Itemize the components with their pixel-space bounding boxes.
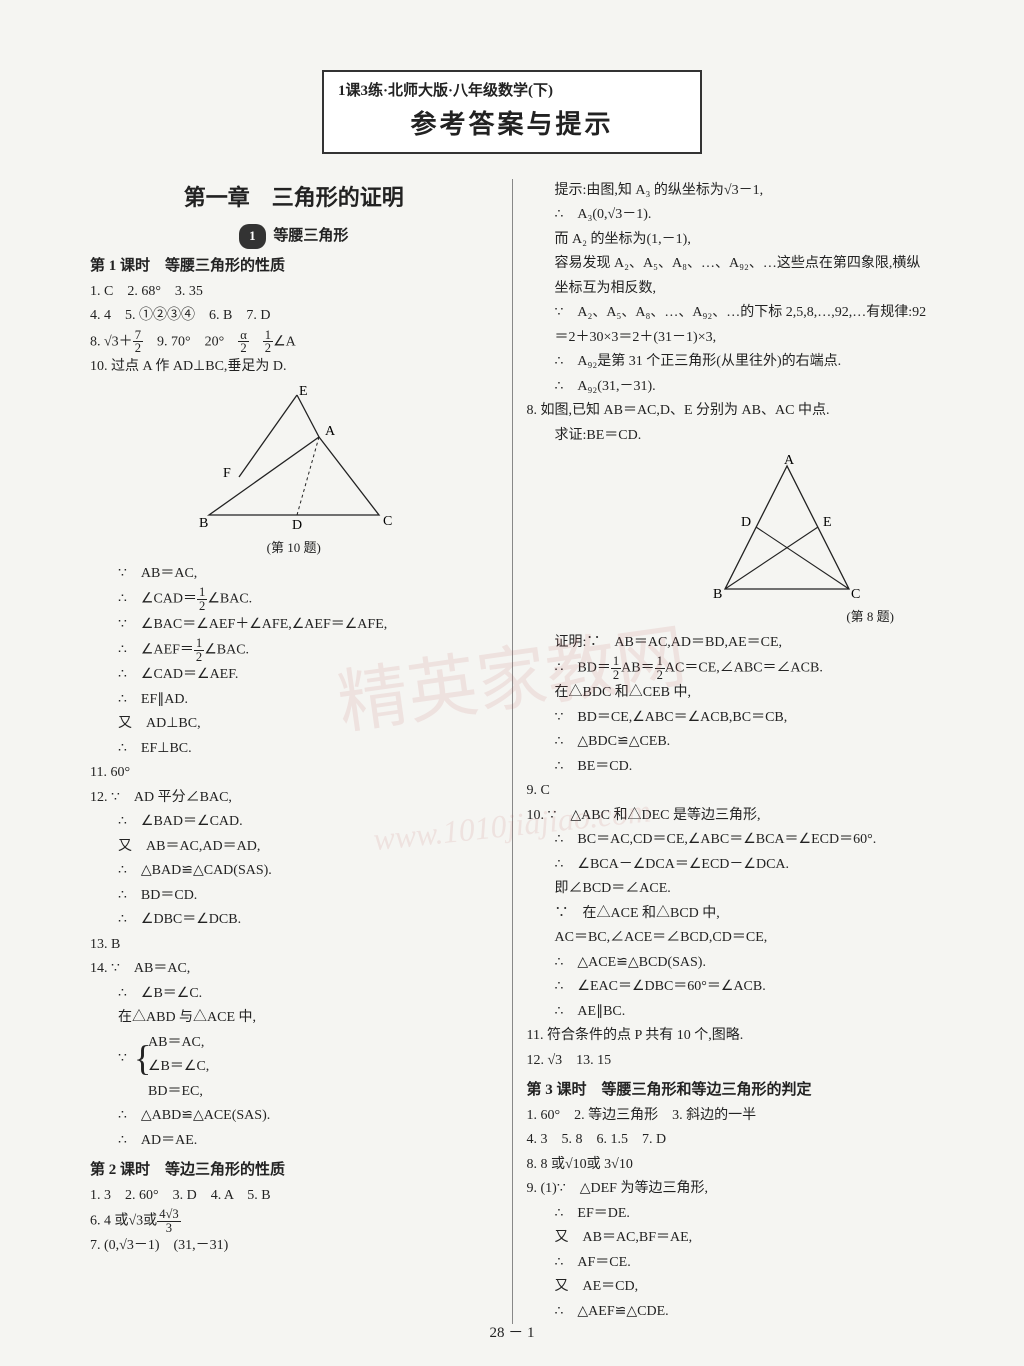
- svg-text:F: F: [223, 466, 231, 481]
- answer-line: 1. 60° 2. 等边三角形 3. 斜边的一半: [527, 1104, 935, 1129]
- answer-line: 1. C 2. 68° 3. 35: [90, 280, 498, 305]
- lesson2-title: 第 2 课时 等边三角形的性质: [90, 1157, 498, 1183]
- answer-line: 1. 3 2. 60° 3. D 4. A 5. B: [90, 1184, 498, 1209]
- title-box: 1课3练·北师大版·八年级数学(下) 参考答案与提示: [322, 70, 702, 154]
- proof-line: ∴ AD＝AE.: [90, 1129, 498, 1154]
- svg-text:A: A: [325, 424, 336, 439]
- figure-q8: A D E B C: [697, 454, 877, 604]
- proof-line: 14. ∵ AB＝AC,: [90, 957, 498, 982]
- svg-text:E: E: [823, 515, 832, 530]
- proof-line: ∴ △BAD≌△CAD(SAS).: [90, 859, 498, 884]
- proof-line: ∴ △AEF≌△CDE.: [527, 1300, 935, 1325]
- answer-line: 12. √3 13. 15: [527, 1049, 935, 1074]
- proof-line: 10. ∵ △ABC 和△DEC 是等边三角形,: [527, 804, 935, 829]
- main-title: 参考答案与提示: [338, 105, 686, 144]
- proof-line: 又 AD⊥BC,: [90, 712, 498, 737]
- chapter-title: 第一章 三角形的证明: [90, 179, 498, 218]
- proof-line: ∴ AE∥BC.: [527, 1000, 935, 1025]
- svg-text:B: B: [713, 587, 722, 602]
- proof-line: ∴ ∠BCA－∠DCA＝∠ECD－∠DCA.: [527, 853, 935, 878]
- left-column: 第一章 三角形的证明 1 等腰三角形 第 1 课时 等腰三角形的性质 1. C …: [90, 179, 512, 1325]
- answer-line: 7. (0,√3－1) (31,－31): [90, 1234, 498, 1259]
- proof-line: 8. 如图,已知 AB＝AC,D、E 分别为 AB、AC 中点.: [527, 399, 935, 424]
- svg-text:A: A: [784, 454, 795, 468]
- proof-line: 又 AE＝CD,: [527, 1275, 935, 1300]
- proof-line: ∴ ∠CAD＝12∠BAC.: [90, 586, 498, 612]
- section-heading: 1 等腰三角形: [90, 223, 498, 249]
- hint-line: 而 A₂ 的坐标为(1,－1),: [527, 228, 935, 253]
- proof-line: ∴ EF⊥BC.: [90, 737, 498, 762]
- hint-line: 容易发现 A₂、A₅、A₈、…、A₉₂、…这些点在第四象限,横纵坐标互为相反数,: [527, 252, 935, 301]
- proof-line: 又 AB＝AC,AD＝AD,: [90, 835, 498, 860]
- proof-line: 即∠BCD＝∠ACE.: [527, 877, 935, 902]
- answer-line: 13. B: [90, 933, 498, 958]
- lesson3-title: 第 3 课时 等腰三角形和等边三角形的判定: [527, 1077, 935, 1103]
- figure-caption: (第 10 题): [90, 537, 498, 560]
- proof-line: ∴ BE＝CD.: [527, 755, 935, 780]
- proof-line: ∴ EF＝DE.: [527, 1202, 935, 1227]
- hint-line: ∵ A₂、A₅、A₈、…、A₉₂、…的下标 2,5,8,…,92,…有规律:92…: [527, 301, 935, 350]
- proof-line: 证明:∵ AB＝AC,AD＝BD,AE＝CE,: [527, 631, 935, 656]
- proof-line: ∵ BD＝CE,∠ABC＝∠ACB,BC＝CB,: [527, 706, 935, 731]
- proof-line: ∵ 在△ACE 和△BCD 中,: [527, 902, 935, 927]
- proof-line: 9. (1)∵ △DEF 为等边三角形,: [527, 1177, 935, 1202]
- proof-line: 求证:BE＝CD.: [527, 424, 935, 449]
- proof-line: ∵ ∠BAC＝∠AEF＋∠AFE,∠AEF＝∠AFE,: [90, 613, 498, 638]
- answer-line: 4. 3 5. 8 6. 1.5 7. D: [527, 1128, 935, 1153]
- proof-line: ∴ △ACE≌△BCD(SAS).: [527, 951, 935, 976]
- hint-line: ∴ A₉₂(31,－31).: [527, 375, 935, 400]
- title-subline: 1课3练·北师大版·八年级数学(下): [338, 80, 686, 103]
- proof-line: ∴ EF∥AD.: [90, 688, 498, 713]
- proof-line: 又 AB＝AC,BF＝AE,: [527, 1226, 935, 1251]
- content-columns: 第一章 三角形的证明 1 等腰三角形 第 1 课时 等腰三角形的性质 1. C …: [90, 179, 934, 1325]
- svg-text:B: B: [199, 516, 208, 531]
- section-title: 等腰三角形: [273, 228, 348, 244]
- proof-line: ∴ △BDC≌△CEB.: [527, 730, 935, 755]
- proof-line: ∴ BC＝AC,CD＝CE,∠ABC＝∠BCA＝∠ECD＝60°.: [527, 828, 935, 853]
- hint-line: ∴ A₉₂是第 31 个正三角形(从里往外)的右端点.: [527, 350, 935, 375]
- proof-line: ∴ ∠B＝∠C.: [90, 982, 498, 1007]
- proof-line: ∵ AB＝AC,: [90, 562, 498, 587]
- page-number: 28 － 1: [0, 1322, 1024, 1345]
- svg-text:E: E: [299, 385, 308, 399]
- hint-line: 提示:由图,知 A₃ 的纵坐标为√3－1,: [527, 179, 935, 204]
- proof-line: ∴ ∠CAD＝∠AEF.: [90, 663, 498, 688]
- right-column: 提示:由图,知 A₃ 的纵坐标为√3－1, ∴ A₃(0,√3－1). 而 A₂…: [512, 179, 935, 1325]
- figure-q10: E A F B D C: [179, 385, 409, 535]
- hint-line: ∴ A₃(0,√3－1).: [527, 203, 935, 228]
- answer-line: 6. 4 或√3或4√33: [90, 1208, 498, 1234]
- section-badge: 1: [239, 224, 266, 249]
- answer-line: 10. 过点 A 作 AD⊥BC,垂足为 D.: [90, 355, 498, 380]
- answer-line: 9. C: [527, 779, 935, 804]
- proof-line: ∴ BD＝12AB＝12AC＝CE,∠ABC＝∠ACB.: [527, 655, 935, 681]
- proof-line: ∴ ∠BAD＝∠CAD.: [90, 810, 498, 835]
- answer-line: 11. 60°: [90, 761, 498, 786]
- proof-line: ∴ △ABD≌△ACE(SAS).: [90, 1104, 498, 1129]
- answer-line: 11. 符合条件的点 P 共有 10 个,图略.: [527, 1024, 935, 1049]
- figure-caption: (第 8 题): [527, 606, 935, 629]
- svg-text:D: D: [292, 518, 302, 533]
- proof-line: ∴ ∠EAC＝∠DBC＝60°＝∠ACB.: [527, 975, 935, 1000]
- proof-line: 12. ∵ AD 平分∠BAC,: [90, 786, 498, 811]
- answer-line: 8. 8 或√10或 3√10: [527, 1153, 935, 1178]
- proof-line: ∵ { AB＝AC, ∠B＝∠C, BD＝EC,: [90, 1031, 498, 1105]
- svg-text:D: D: [741, 515, 751, 530]
- proof-line: AC＝BC,∠ACE＝∠BCD,CD＝CE,: [527, 926, 935, 951]
- answer-line: 8. √3＋72 9. 70° 20° α2 12∠A: [90, 329, 498, 355]
- proof-line: ∴ ∠DBC＝∠DCB.: [90, 908, 498, 933]
- answer-line: 4. 4 5. ①②③④ 6. B 7. D: [90, 304, 498, 329]
- lesson1-title: 第 1 课时 等腰三角形的性质: [90, 253, 498, 279]
- svg-text:C: C: [851, 587, 860, 602]
- proof-line: ∴ ∠AEF＝12∠BAC.: [90, 637, 498, 663]
- proof-line: 在△BDC 和△CEB 中,: [527, 681, 935, 706]
- svg-text:C: C: [383, 514, 392, 529]
- proof-line: ∴ AF＝CE.: [527, 1251, 935, 1276]
- proof-line: ∴ BD＝CD.: [90, 884, 498, 909]
